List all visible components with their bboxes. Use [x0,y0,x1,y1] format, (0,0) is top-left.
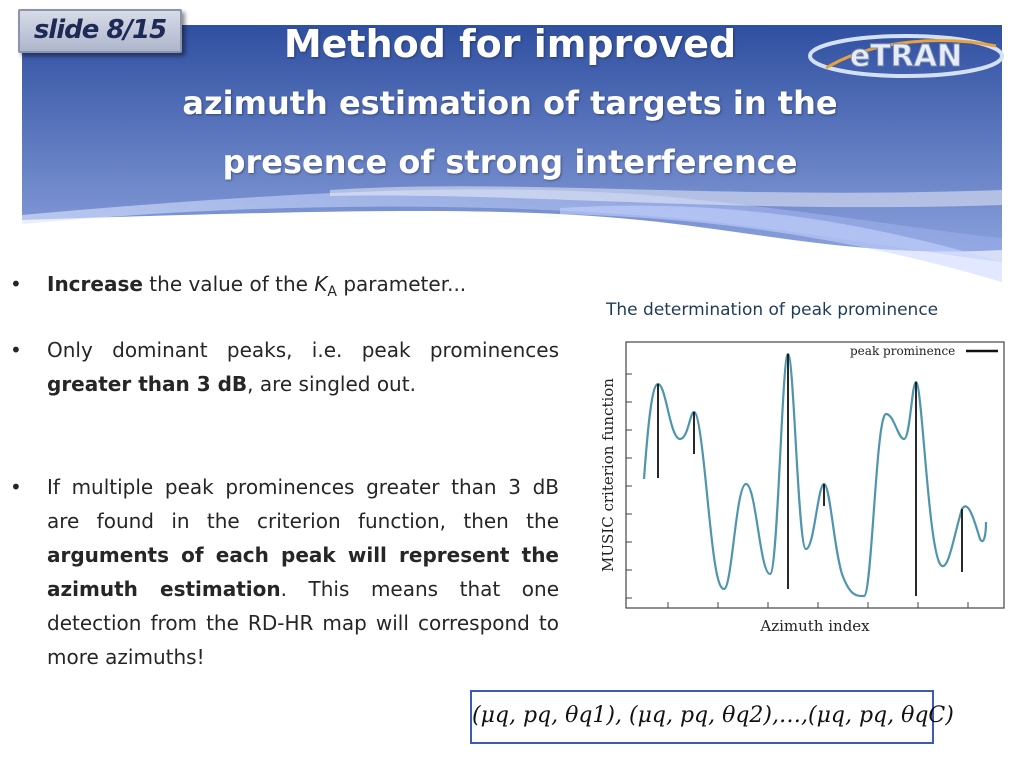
figure-caption: The determination of peak prominence [606,300,939,320]
bullet-dot-icon: • [10,272,22,296]
slide-title-line-1: Method for improved [283,22,737,66]
azimuth-formula-box: (μq, pq, θq1), (μq, pq, θq2),…,(μq, pq, … [470,690,954,744]
title-banner [22,25,1002,282]
bullet-dot-icon: • [10,475,22,499]
bullet-dot-icon: • [10,338,22,362]
slide-number-label: slide 8/15 [33,15,167,45]
plot-frame [625,341,1005,609]
slide-title-line-2: azimuth estimation of targets in the [182,84,838,122]
bullet-text-2: Only dominant peaks, i.e. peak prominenc… [47,338,559,396]
azimuth-formula: (μq, pq, θq1), (μq, pq, θq2),…,(μq, pq, … [472,703,954,728]
etran-logo: eTRAN [808,34,1004,78]
y-tick-marks [626,373,632,599]
criterion-curve [642,352,988,598]
bullet-text-3: If multiple peak prominences greater tha… [47,475,559,669]
logo-text: eTRAN [850,39,962,74]
y-axis-label: MUSIC criterion function [599,378,617,572]
prominence-lines [657,354,963,596]
legend-label: peak prominence [850,344,955,358]
peak-prominence-figure: peak prominence Azimuth index MUSIC crit… [599,341,1005,635]
slide-number-badge: slide 8/15 [18,9,182,53]
x-axis-label: Azimuth index [759,617,870,635]
x-tick-marks [667,602,969,608]
slide-title-line-3: presence of strong interference [222,143,798,181]
bullet-text-1: Increase the value of the KA parameter..… [47,272,467,300]
